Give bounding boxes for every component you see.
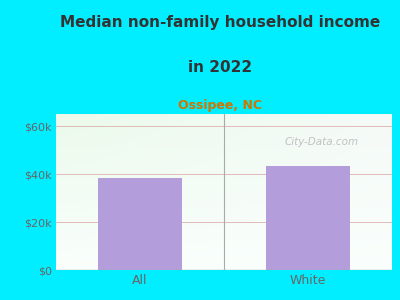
Text: City-Data.com: City-Data.com — [284, 137, 359, 147]
Bar — [266, 166, 350, 270]
Text: Ossipee, NC: Ossipee, NC — [178, 99, 262, 112]
Text: Median non-family household income: Median non-family household income — [60, 15, 380, 30]
Text: in 2022: in 2022 — [188, 60, 252, 75]
Bar — [98, 178, 182, 270]
